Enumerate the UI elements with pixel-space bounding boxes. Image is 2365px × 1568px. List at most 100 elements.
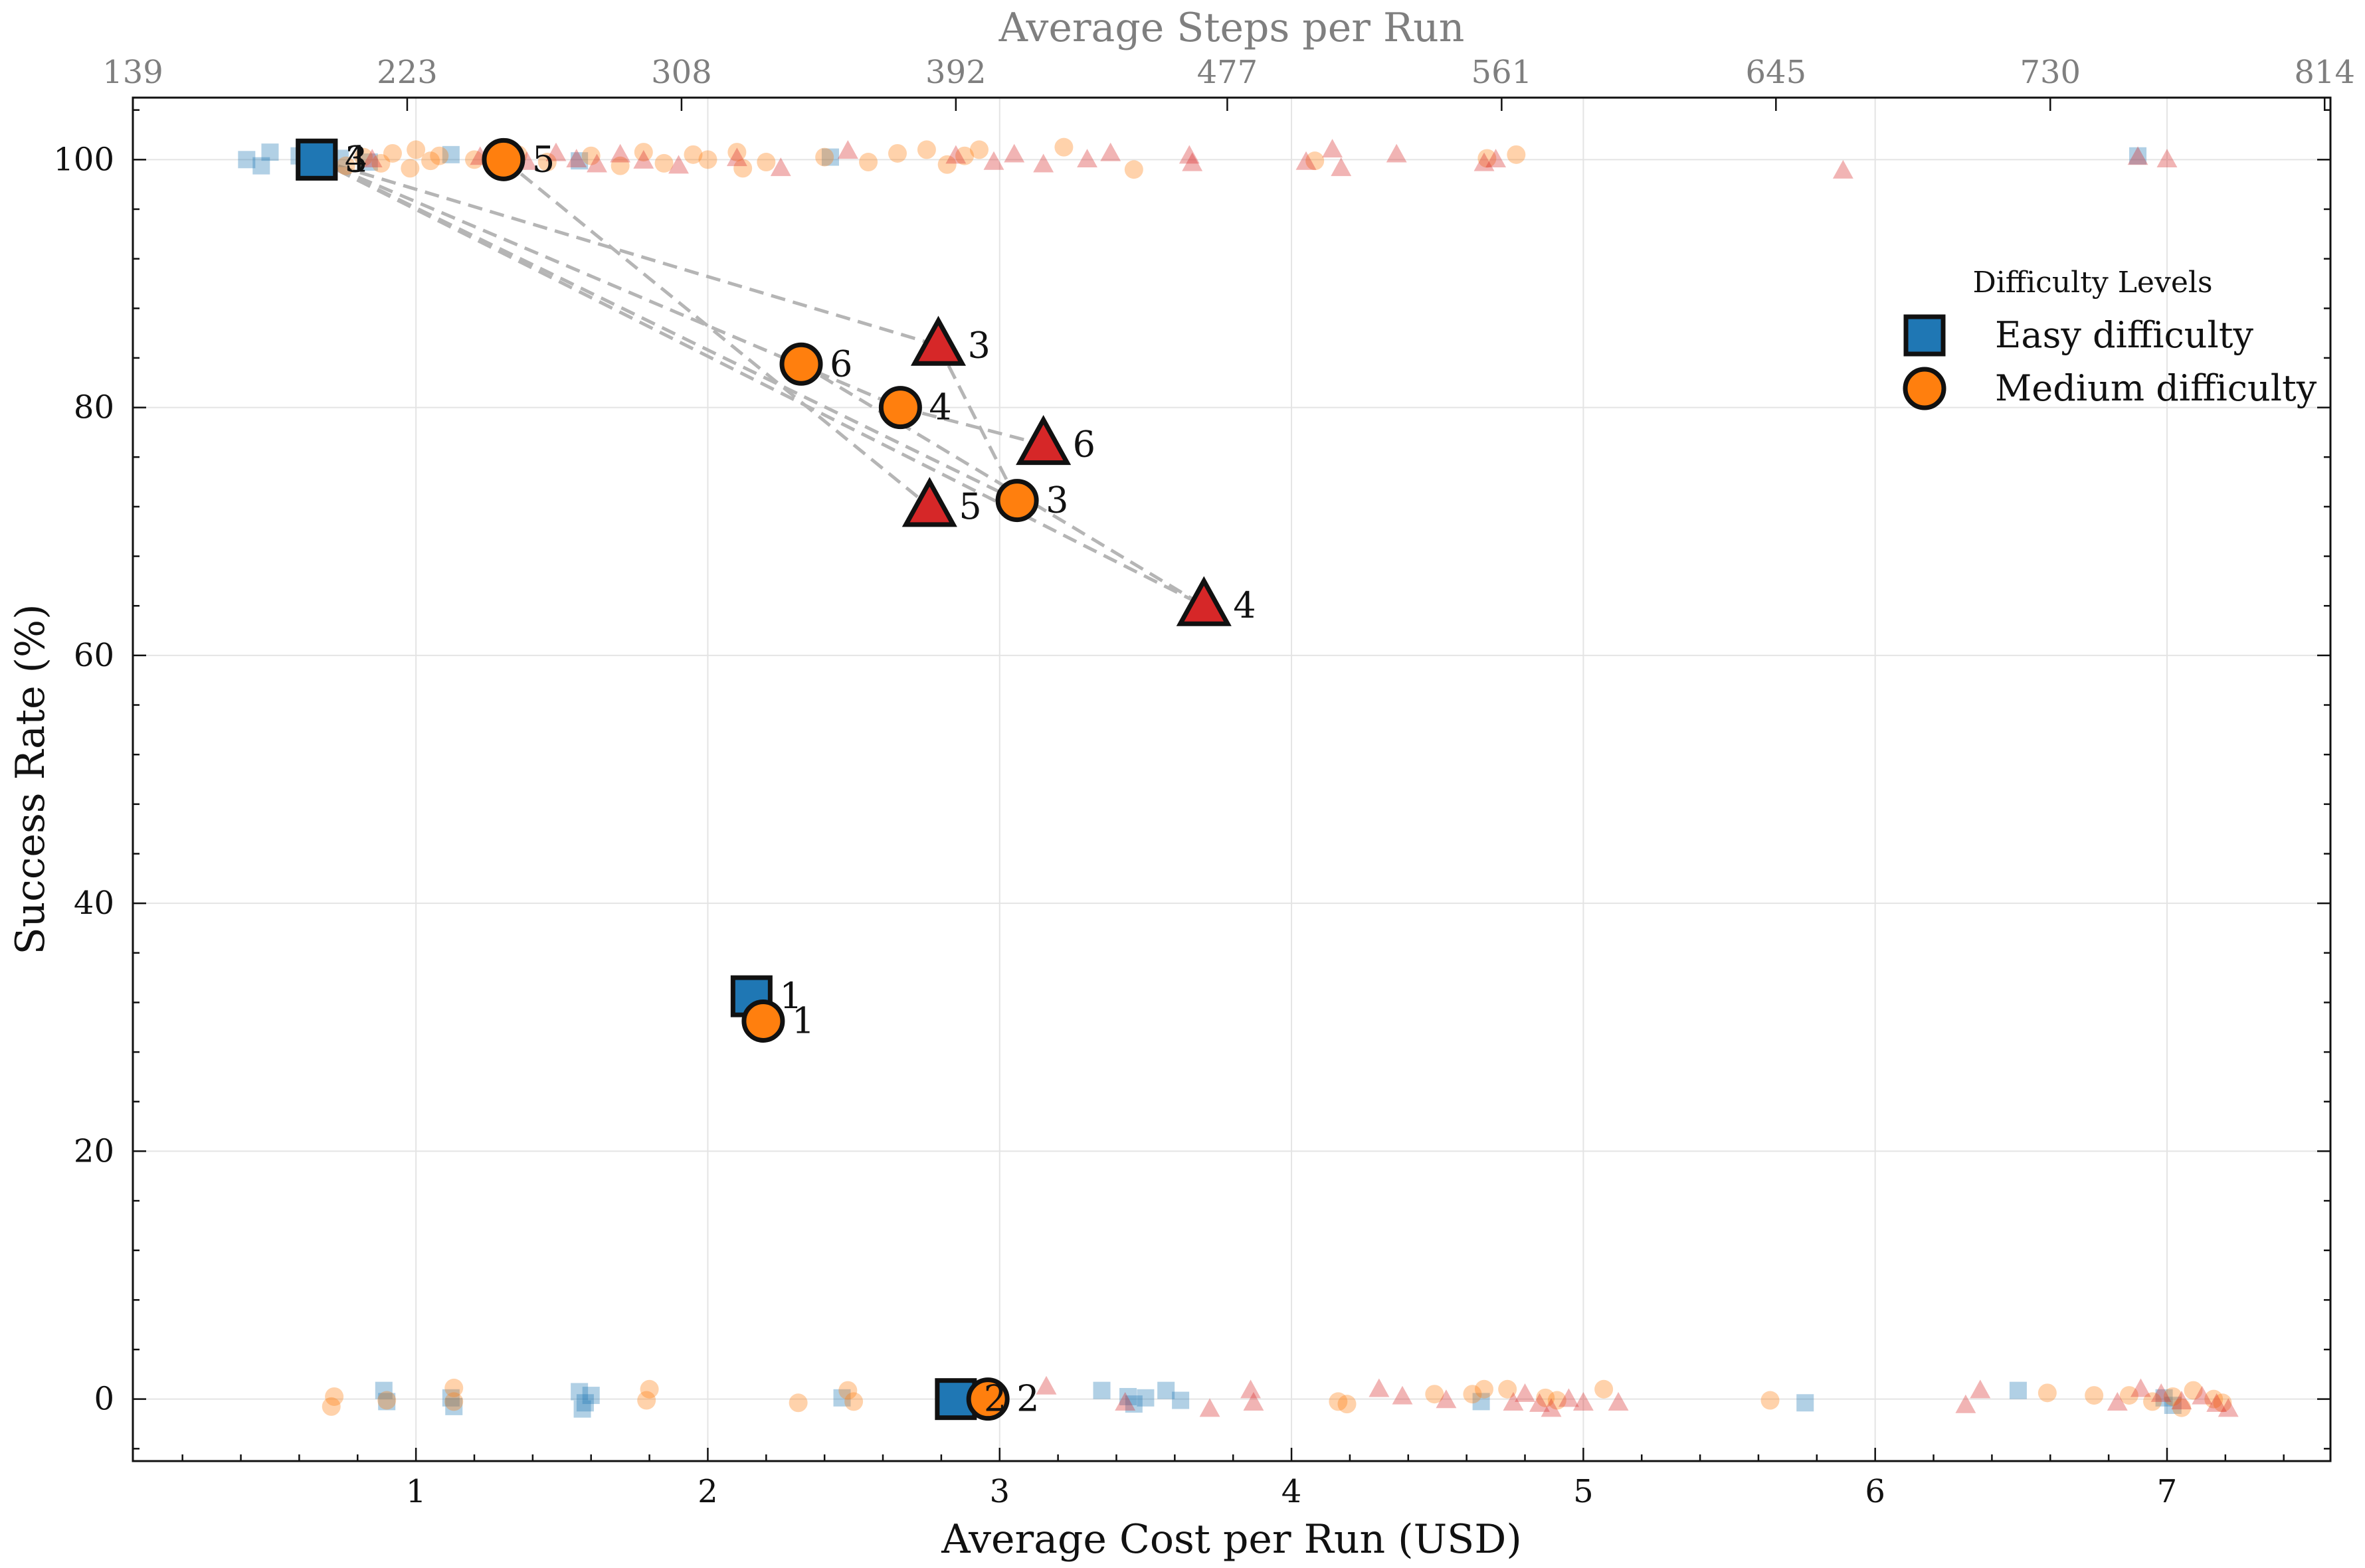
background-run-hard — [668, 155, 689, 174]
background-run-hard — [837, 140, 858, 159]
background-run-hard — [1115, 1392, 1136, 1411]
background-run-easy — [1093, 1381, 1111, 1399]
background-run-easy — [378, 1393, 396, 1411]
data-point-label: 1 — [779, 975, 802, 1017]
background-run-medium — [464, 150, 484, 169]
x-tick-label: 2 — [698, 1473, 718, 1510]
x-tick-label: 3 — [989, 1473, 1010, 1510]
connection-line — [937, 345, 1019, 501]
background-run-medium — [1498, 1379, 1517, 1399]
background-run-medium — [430, 146, 449, 165]
background-run-medium — [698, 150, 717, 169]
connection-line — [502, 158, 931, 508]
background-run-medium — [2143, 1392, 2162, 1411]
data-point-label: 6 — [830, 343, 852, 385]
background-run-medium — [2085, 1386, 2104, 1405]
background-run-hard — [1392, 1385, 1413, 1405]
background-run-hard — [545, 142, 567, 161]
top-tick-label: 223 — [377, 54, 438, 91]
background-run-medium — [1124, 160, 1143, 179]
background-run-medium — [757, 153, 776, 172]
background-run-hard — [2218, 1398, 2239, 1417]
background-run-hard — [1240, 1379, 1261, 1399]
background-run-hard — [1033, 153, 1054, 173]
top-tick-label: 139 — [102, 54, 163, 91]
top-tick-label: 645 — [1745, 54, 1806, 91]
data-point-label: 2 — [1016, 1378, 1039, 1420]
data-point-circle — [966, 1377, 1010, 1421]
background-run-hard — [1485, 149, 1507, 168]
background-run-medium — [444, 1392, 464, 1411]
background-run-medium — [377, 1391, 397, 1410]
background-run-easy — [573, 1400, 591, 1418]
background-run-medium — [1760, 1391, 1780, 1410]
x-tick-label: 6 — [1865, 1473, 1885, 1510]
top-tick-label: 308 — [651, 54, 712, 91]
background-run-hard — [1473, 152, 1495, 171]
data-point-label: 1 — [792, 1000, 814, 1041]
background-run-easy — [1137, 1389, 1155, 1407]
y-tick-label: 20 — [74, 1132, 114, 1170]
background-run-medium — [1329, 1392, 1348, 1411]
background-run-hard — [1199, 1398, 1220, 1417]
top-axis-tick-labels: 139 223 308 392 477 561 645 730 814 — [102, 54, 2355, 91]
background-run-hard — [1436, 1389, 1457, 1409]
background-run-hard — [2192, 1385, 2213, 1405]
background-run-medium — [1463, 1385, 1482, 1404]
background-run-medium — [955, 146, 975, 165]
background-run-medium — [1054, 137, 1074, 157]
x-axis-title: Average Cost per Run (USD) — [941, 1516, 1522, 1563]
y-tick-label: 40 — [74, 885, 114, 922]
background-run-medium — [1305, 151, 1325, 171]
data-point-label: 5 — [959, 485, 981, 527]
x-tick-label: 1 — [406, 1473, 426, 1510]
background-run-hard — [1369, 1378, 1390, 1397]
background-run-hard — [2107, 1392, 2128, 1411]
background-run-medium — [838, 1381, 858, 1400]
background-run-easy — [2009, 1381, 2027, 1399]
background-run-hard — [1541, 1398, 1562, 1417]
background-run-medium — [537, 153, 557, 172]
background-run-easy — [571, 1383, 589, 1401]
background-run-hard — [633, 149, 654, 169]
background-run-easy — [375, 1381, 393, 1399]
background-run-medium — [401, 159, 420, 178]
y-tick-label: 100 — [53, 141, 114, 178]
background-run-hard — [1955, 1394, 1976, 1413]
background-run-hard — [1558, 1388, 1579, 1407]
background-run-hard — [1243, 1392, 1264, 1411]
background-run-easy — [2155, 1389, 2173, 1407]
background-run-hard — [2206, 1393, 2227, 1412]
background-run-medium — [322, 1397, 341, 1416]
connection-line — [316, 158, 1018, 502]
background-run-easy — [1796, 1394, 1814, 1412]
data-point-circle — [482, 137, 525, 181]
top-tick-label: 477 — [1197, 54, 1258, 91]
background-run-easy — [582, 1387, 600, 1405]
background-run-hard — [361, 149, 383, 168]
background-run-hard — [1515, 1383, 1535, 1402]
data-point-triangle — [1016, 414, 1072, 466]
background-run-hard — [2130, 1378, 2151, 1397]
background-run-hard — [2127, 146, 2148, 165]
background-run-medium — [733, 159, 753, 178]
background-run-medium — [1547, 1391, 1566, 1410]
background-run-hard — [1970, 1379, 1991, 1399]
data-point-label: 2 — [984, 1378, 1006, 1420]
background-run-medium — [444, 1378, 464, 1397]
background-run-hard — [770, 157, 791, 177]
background-run-hard — [1182, 152, 1203, 171]
background-run-hard — [1832, 159, 1853, 179]
background-run-hard — [983, 151, 1004, 170]
data-point-label: 3 — [345, 138, 367, 180]
background-run-medium — [815, 147, 834, 167]
background-run-easy — [2129, 147, 2147, 165]
top-tick-label: 814 — [2294, 54, 2355, 91]
background-run-medium — [611, 156, 630, 175]
data-point-label: 3 — [1046, 479, 1068, 521]
background-run-medium — [2163, 1387, 2182, 1406]
background-run-medium — [1477, 149, 1497, 168]
background-run-medium — [727, 143, 747, 162]
connection-line — [316, 157, 939, 347]
